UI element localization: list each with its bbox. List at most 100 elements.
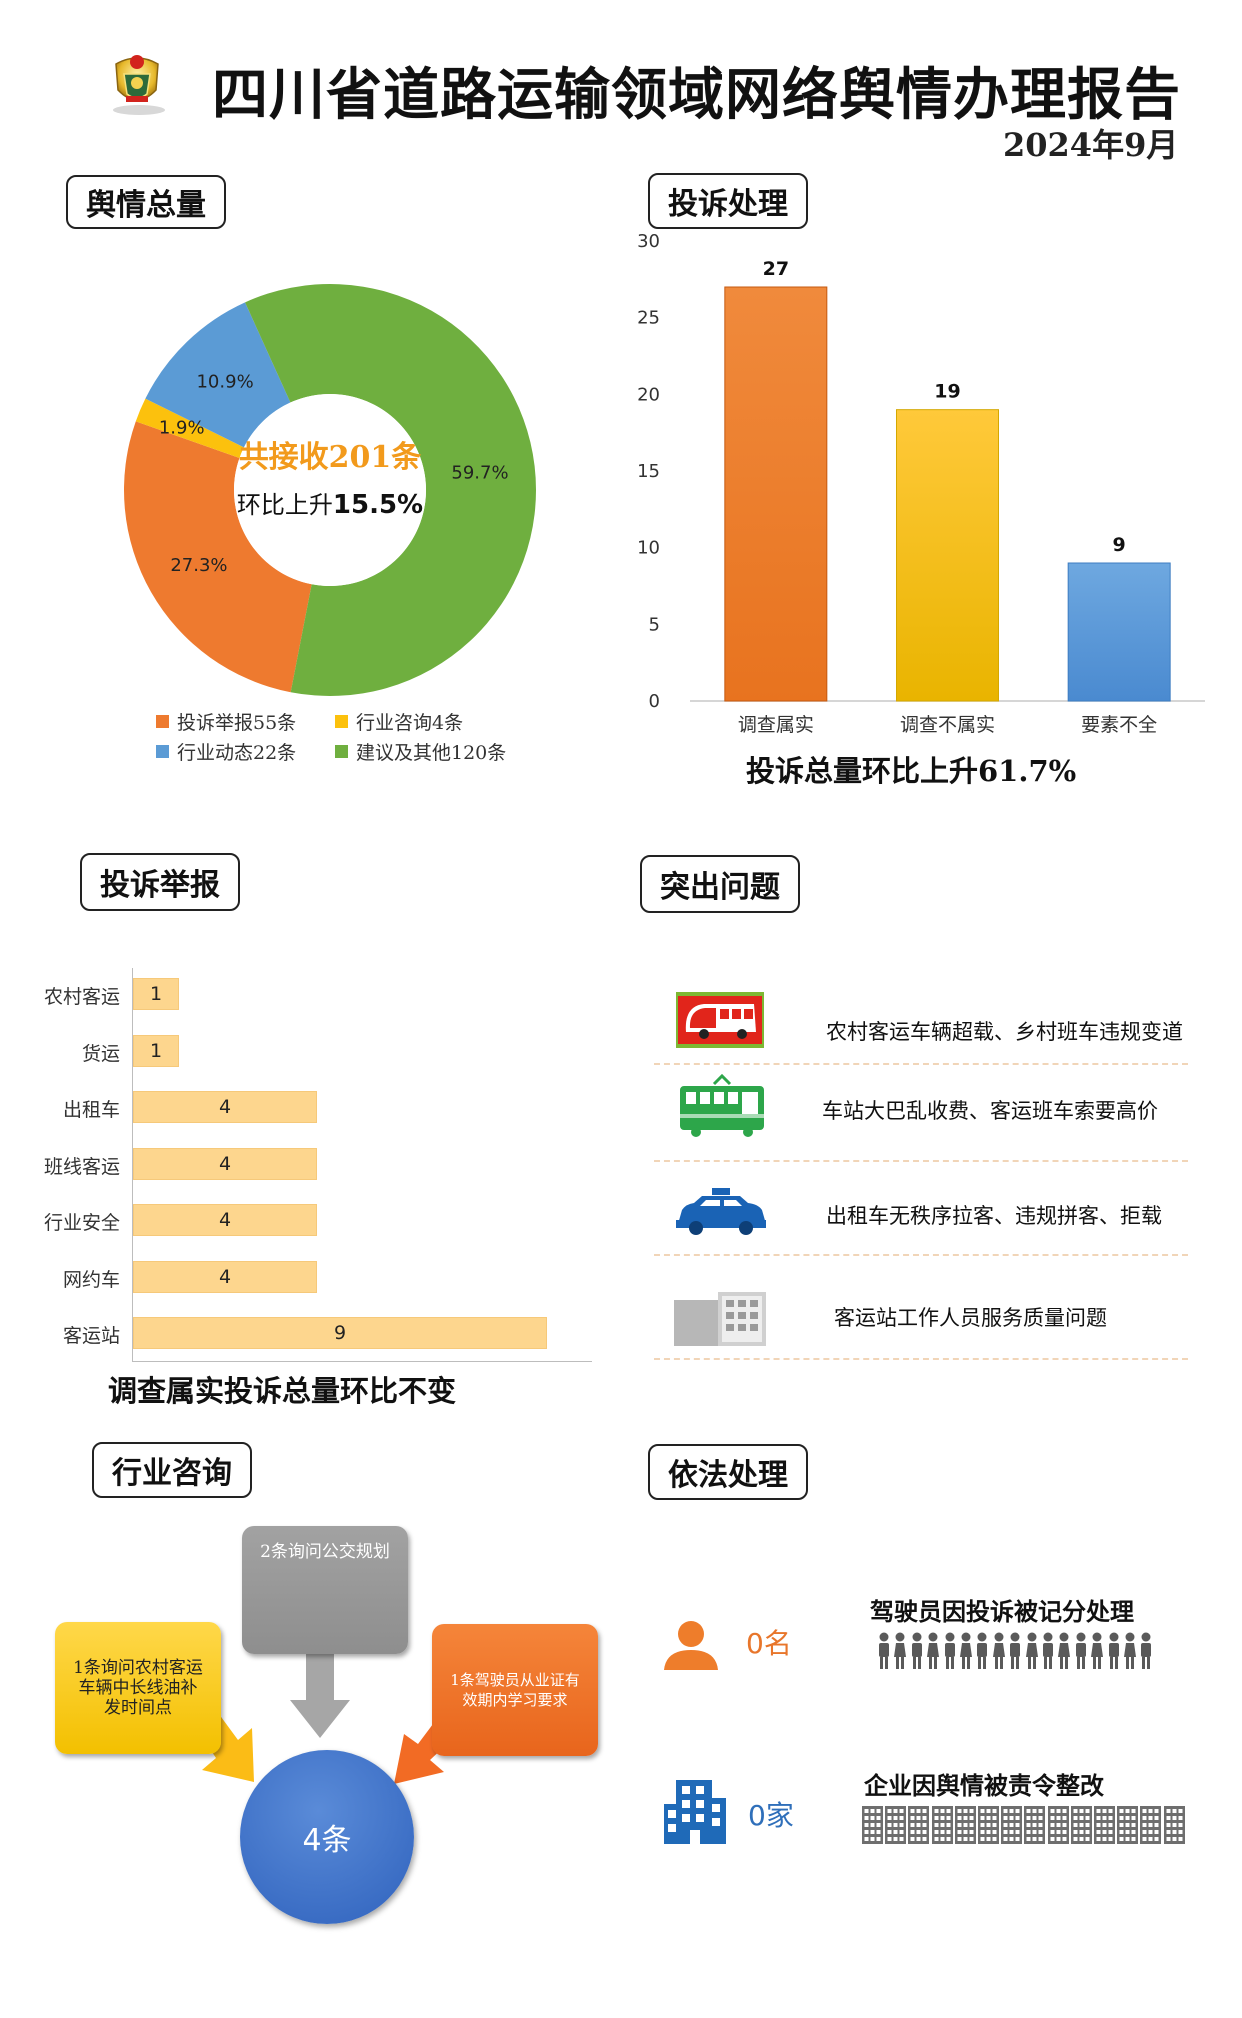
bar-category-label: 要素不全	[1081, 714, 1157, 736]
donut-center-prefix: 环比上升	[236, 491, 333, 519]
donut-center-value: 15.5%	[332, 490, 424, 520]
issue-divider	[654, 1254, 1188, 1256]
complaint-bar	[896, 409, 999, 702]
hbar-category-label: 行业安全	[43, 1212, 120, 1234]
legend-item-consult: 行业咨询4条	[335, 708, 463, 735]
small-building-icon	[1117, 1806, 1139, 1844]
donut-center-line1: 共接收201条	[238, 440, 422, 475]
hbar-category-label: 客运站	[62, 1325, 120, 1347]
buildings-row	[862, 1806, 1192, 1846]
bar-value-label: 27	[763, 258, 789, 280]
small-building-icon	[978, 1806, 999, 1844]
person-figure-icon	[977, 1632, 988, 1669]
bar-value-label: 19	[934, 381, 960, 403]
bar-value-label: 9	[1113, 534, 1126, 556]
small-building-icon	[1001, 1806, 1023, 1844]
hbar-value-label: 4	[218, 1096, 232, 1118]
person-figure-icon	[1075, 1632, 1086, 1669]
small-building-icon	[1047, 1806, 1069, 1844]
company-heading: 企业因舆情被责令整改	[864, 1771, 1104, 1800]
y-tick-label: 30	[637, 231, 660, 252]
donut-slice-consult	[135, 398, 244, 458]
hbar-bar: 1	[133, 1034, 179, 1067]
person-figure-icon	[1010, 1632, 1021, 1669]
consult-center-circle: 4条	[240, 1750, 414, 1924]
legend-swatch	[156, 715, 169, 728]
hbar-category-label: 班线客运	[43, 1155, 120, 1178]
legend-swatch	[156, 745, 169, 758]
small-building-icon	[954, 1806, 976, 1844]
legend-label: 建议及其他120条	[356, 742, 507, 764]
donut-slice-dynamics	[145, 302, 291, 448]
person-figure-icon	[1141, 1632, 1152, 1669]
person-figure-icon	[1091, 1632, 1104, 1669]
issue-divider	[654, 1063, 1188, 1065]
consult-right-box: 1条驾驶员从业证有效期内学习要求	[432, 1624, 598, 1756]
y-tick-label: 25	[637, 308, 660, 329]
issue-divider	[654, 1358, 1188, 1360]
person-figure-icon	[911, 1632, 922, 1669]
hbar-bar: 4	[133, 1260, 317, 1293]
legend-label: 行业咨询4条	[356, 712, 464, 734]
hbar-value-label: 4	[218, 1152, 232, 1175]
section-complaints-label: 投诉处理	[648, 173, 808, 229]
person-icon	[662, 1620, 720, 1670]
emblem-icon	[104, 50, 170, 116]
small-building-icon	[1024, 1806, 1046, 1844]
y-tick-label: 10	[637, 538, 660, 559]
small-building-icon	[862, 1806, 883, 1844]
report-caption: 调查属实投诉总量环比不变	[108, 1374, 457, 1408]
bus-icon	[676, 992, 764, 1048]
hbar-category-label: 货运	[81, 1042, 120, 1065]
donut-percent-label: 1.9%	[159, 417, 205, 438]
hbar-category-label: 农村客运	[43, 986, 120, 1008]
hbar-bar: 4	[133, 1204, 317, 1236]
issue-text: 出租车无秩序拉客、违规拼客、拒载	[826, 1204, 1162, 1228]
driver-count: 0名	[746, 1627, 792, 1660]
y-tick-label: 20	[637, 384, 660, 405]
bar-category-label: 调查不属实	[900, 714, 995, 736]
section-total-label: 舆情总量	[66, 175, 226, 229]
person-figure-icon	[1058, 1632, 1071, 1669]
hbar-value-label: 9	[333, 1322, 347, 1344]
consult-center-value: 4条	[302, 1823, 352, 1858]
hbar-bar: 1	[133, 978, 179, 1010]
small-building-icon	[931, 1806, 953, 1844]
hbar-axis-line	[132, 968, 133, 1361]
person-figure-icon	[927, 1632, 940, 1669]
hbar-bar: 4	[133, 1091, 317, 1123]
report-date: 2024年9月	[1003, 126, 1179, 164]
small-building-icon	[1163, 1806, 1185, 1844]
issue-text: 客运站工作人员服务质量问题	[834, 1306, 1107, 1330]
complaint-bar-chart: 0 5 10 15 20 25 30 27 调查属实 19 调查不属实 9 要素不全	[637, 231, 1205, 736]
small-building-icon	[885, 1806, 907, 1844]
company-count: 0家	[748, 1799, 794, 1832]
donut-chart: 27.3% 1.9% 10.9% 59.7%	[124, 284, 536, 696]
donut-percent-label: 10.9%	[196, 371, 253, 392]
complaint-bar	[724, 286, 828, 702]
driver-heading: 驾驶员因投诉被记分处理	[870, 1597, 1134, 1626]
people-row	[876, 1632, 1156, 1672]
person-figure-icon	[1025, 1632, 1038, 1669]
hbar-value-label: 1	[149, 1039, 163, 1062]
y-tick-label: 15	[637, 461, 660, 482]
legend-swatch	[335, 745, 348, 758]
person-figure-icon	[894, 1632, 907, 1669]
donut-center-line2: 环比上升15.5%	[230, 485, 430, 520]
person-figure-icon	[992, 1632, 1005, 1669]
hbar-baseline	[132, 1361, 592, 1362]
small-building-icon	[1070, 1806, 1092, 1844]
donut-percent-label: 27.3%	[170, 555, 227, 576]
donut-slice-reports	[124, 421, 312, 693]
hbar-bar: 9	[133, 1317, 547, 1349]
hbar-value-label: 1	[149, 983, 163, 1005]
bar-category-label: 调查属实	[738, 714, 814, 736]
person-figure-icon	[1108, 1632, 1119, 1669]
consult-top-box: 2条询问公交规划	[242, 1526, 408, 1654]
person-figure-icon	[1124, 1632, 1136, 1669]
small-building-icon	[1140, 1806, 1162, 1844]
taxi-icon	[674, 1188, 768, 1236]
person-figure-icon	[879, 1632, 889, 1669]
hbar-value-label: 4	[218, 1209, 232, 1231]
person-figure-icon	[1043, 1632, 1053, 1669]
